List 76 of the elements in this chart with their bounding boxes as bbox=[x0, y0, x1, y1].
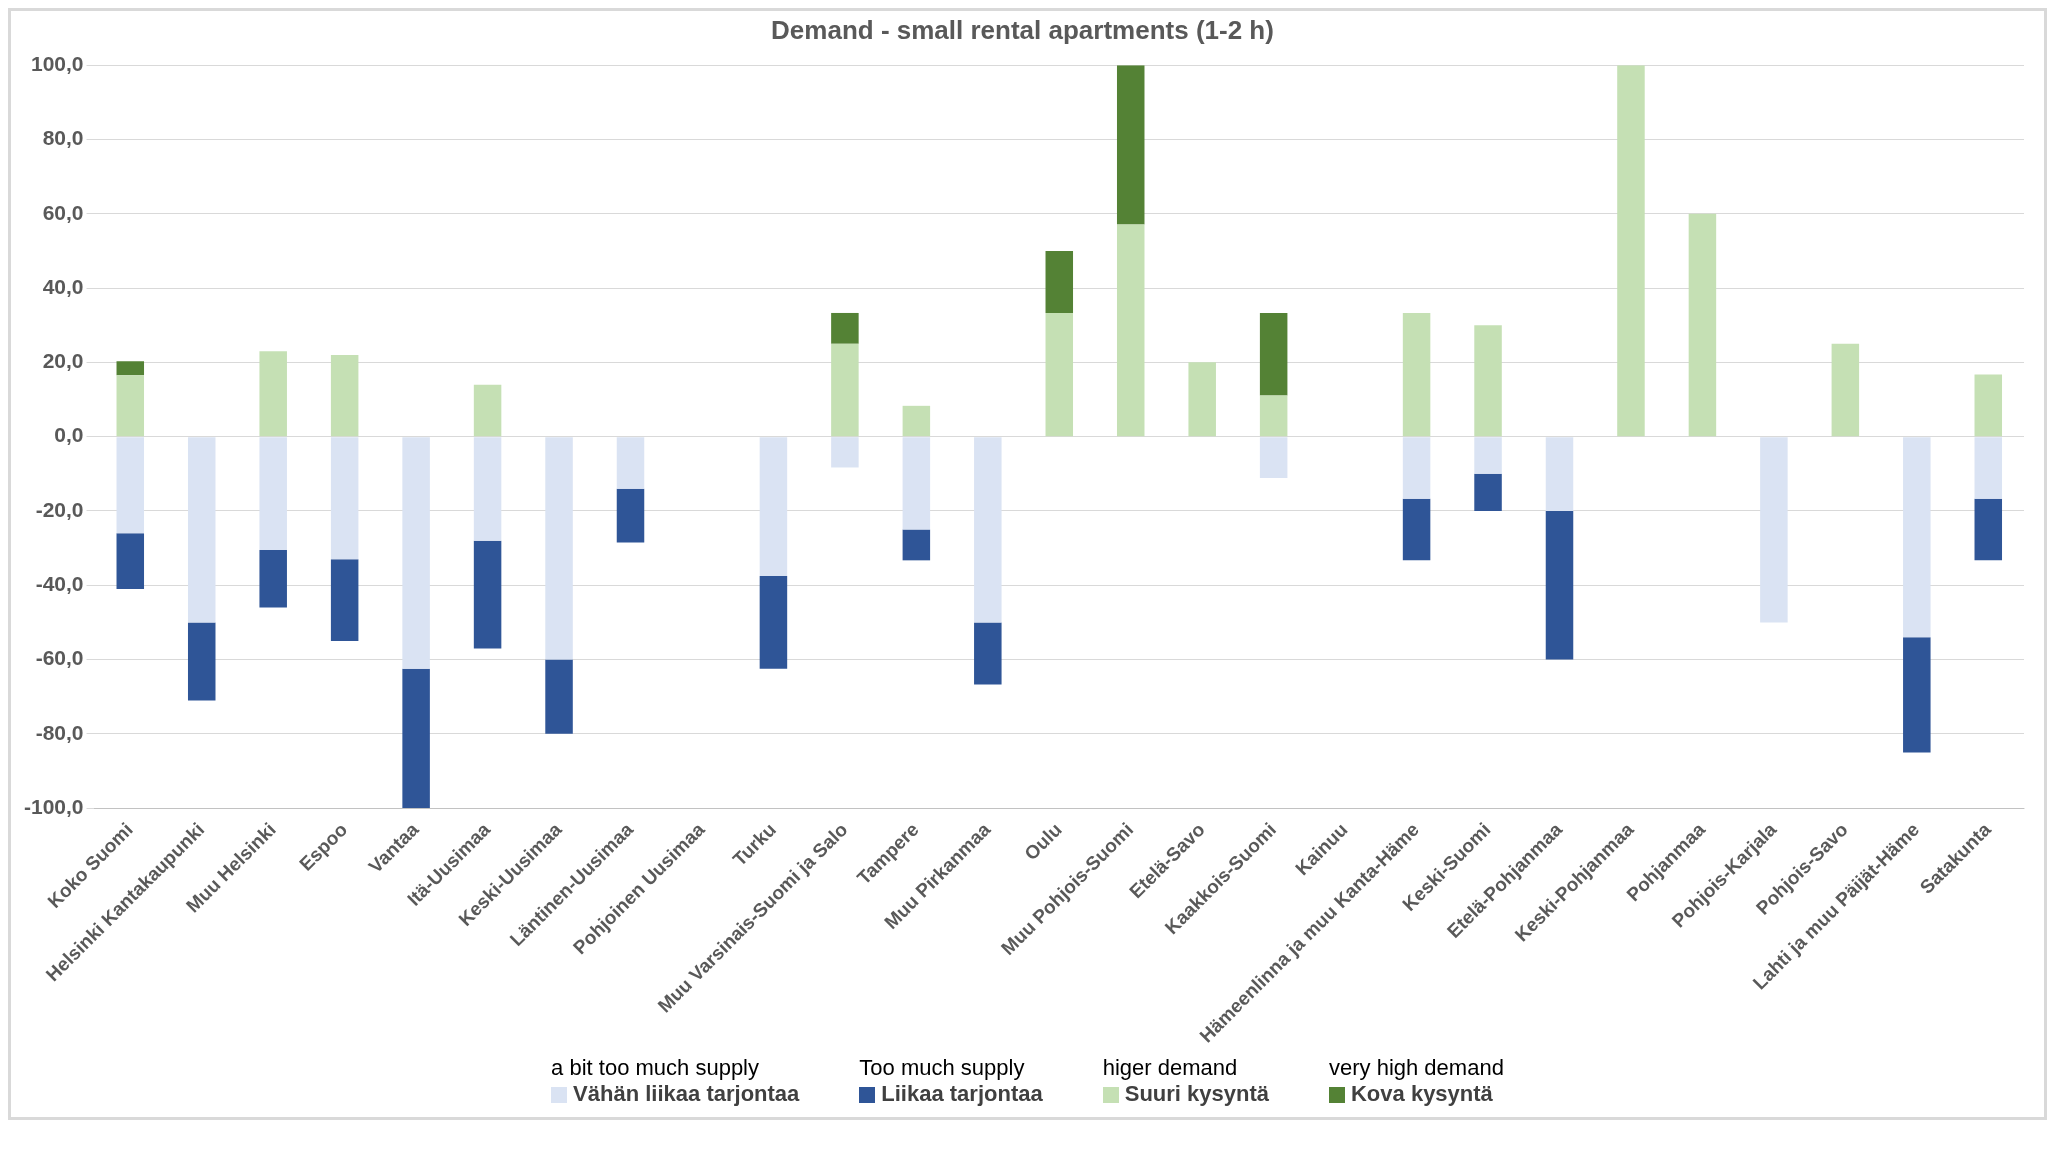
bar bbox=[473, 384, 502, 437]
bar bbox=[902, 437, 931, 530]
bar bbox=[902, 405, 931, 437]
bar bbox=[831, 312, 859, 344]
bar bbox=[1474, 325, 1502, 437]
bar bbox=[259, 437, 287, 550]
y-tick-label: 40,0 bbox=[42, 274, 84, 298]
bar bbox=[116, 375, 145, 437]
chart-title: Demand - small rental apartments (1-2 h) bbox=[771, 14, 1274, 45]
bar bbox=[1617, 65, 1645, 437]
bar bbox=[402, 668, 430, 809]
y-tick-label: -20,0 bbox=[35, 497, 84, 521]
bar bbox=[545, 437, 573, 660]
bar bbox=[974, 437, 1002, 623]
y-tick-label: -60,0 bbox=[35, 646, 84, 670]
bar bbox=[1402, 312, 1431, 437]
bar bbox=[1974, 498, 2003, 561]
bar bbox=[1903, 637, 1931, 753]
bar bbox=[473, 540, 502, 649]
bar bbox=[1903, 437, 1931, 638]
bar bbox=[1116, 65, 1145, 225]
text: a bit too much supply bbox=[551, 1055, 760, 1081]
bar bbox=[616, 488, 645, 543]
bar bbox=[1045, 312, 1074, 437]
text: Too much supply bbox=[859, 1055, 1026, 1081]
bar bbox=[759, 575, 788, 669]
bar bbox=[1188, 362, 1216, 437]
y-tick-label: -100,0 bbox=[24, 794, 84, 818]
bar bbox=[1688, 213, 1717, 437]
bar bbox=[1402, 437, 1431, 499]
y-tick-label: -40,0 bbox=[35, 572, 84, 596]
bar bbox=[1974, 374, 2003, 437]
bar bbox=[1545, 437, 1574, 511]
legend-label: Kova kysyntä bbox=[1350, 1081, 1493, 1106]
bar bbox=[1259, 312, 1288, 396]
bar bbox=[1545, 510, 1574, 660]
y-tick-label: 20,0 bbox=[42, 349, 84, 373]
bar bbox=[259, 351, 287, 437]
bar bbox=[1116, 224, 1145, 437]
bar bbox=[974, 622, 1002, 685]
bar bbox=[759, 437, 788, 576]
bar bbox=[831, 437, 859, 468]
bar bbox=[1831, 343, 1860, 437]
bar bbox=[330, 354, 359, 437]
bar bbox=[1474, 473, 1502, 511]
bar bbox=[187, 437, 216, 623]
bar bbox=[187, 622, 216, 701]
bar bbox=[1259, 437, 1288, 478]
bar bbox=[1045, 250, 1074, 313]
bar bbox=[402, 437, 430, 669]
bar bbox=[1402, 498, 1431, 561]
text: very high demand bbox=[1328, 1055, 1504, 1081]
bar bbox=[1474, 437, 1502, 474]
bar bbox=[545, 659, 573, 734]
bar bbox=[116, 437, 145, 534]
bar bbox=[116, 361, 145, 376]
bar bbox=[1974, 437, 2003, 499]
y-tick-label: 100,0 bbox=[30, 52, 84, 75]
bar bbox=[473, 437, 502, 541]
bar bbox=[1259, 395, 1288, 437]
y-tick-label: 80,0 bbox=[42, 126, 84, 150]
bar bbox=[116, 533, 145, 589]
bar bbox=[259, 549, 287, 608]
y-tick-label: 0,0 bbox=[54, 423, 84, 447]
legend-label: Liikaa tarjontaa bbox=[881, 1081, 1043, 1106]
y-tick-label: 60,0 bbox=[42, 200, 84, 224]
bar bbox=[616, 437, 645, 489]
bar bbox=[330, 437, 359, 560]
bar bbox=[1760, 437, 1788, 623]
text: higer demand bbox=[1102, 1055, 1239, 1081]
legend-label: Vähän liikaa tarjontaa bbox=[573, 1081, 800, 1106]
bar bbox=[831, 343, 859, 437]
bar bbox=[330, 559, 359, 641]
bar bbox=[902, 529, 931, 561]
y-tick-label: -80,0 bbox=[35, 720, 84, 744]
legend-label: Suuri kysyntä bbox=[1124, 1081, 1269, 1106]
